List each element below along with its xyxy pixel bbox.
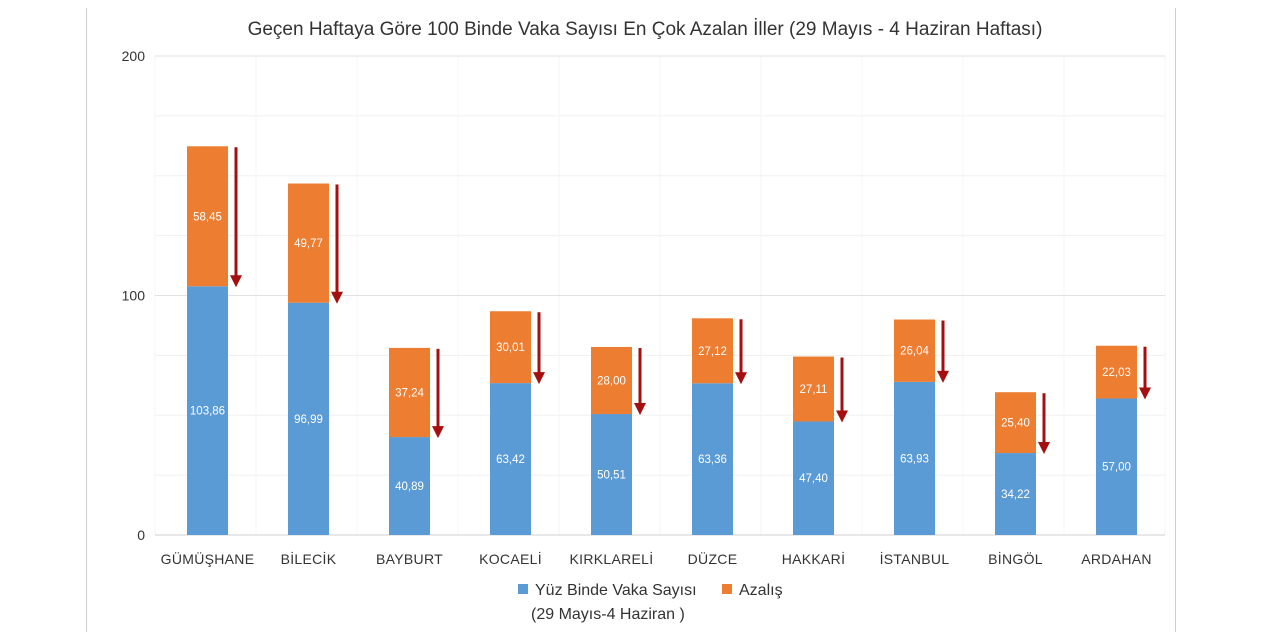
bar-yuz-binde-vaka (288, 302, 329, 535)
data-label-azalis: 58,45 (193, 211, 222, 223)
data-label-azalis: 49,77 (294, 238, 323, 250)
bars: 103,86 58,45 96,99 49,77 40,89 37,24 63,42 30,0… (187, 146, 1151, 535)
data-label-azalis: 27,11 (800, 384, 828, 396)
data-label-azalis: 26,04 (900, 346, 929, 358)
decrease-arrow-head (937, 370, 949, 383)
bar-yuz-binde-vaka (995, 453, 1036, 535)
legend-swatch-vaka (518, 584, 528, 594)
y-tick-label: 200 (122, 48, 146, 64)
data-label-vaka: 96,99 (294, 414, 323, 426)
bar-azalis (793, 356, 834, 422)
decrease-arrow-head (533, 372, 545, 385)
x-tick-label: BİLECİK (281, 550, 337, 567)
x-tick-label: DÜZCE (688, 550, 738, 567)
bar-yuz-binde-vaka (692, 383, 733, 535)
legend-label-azalis: Azalış (739, 582, 783, 599)
data-label-vaka: 47,40 (799, 473, 828, 485)
data-label-azalis: 25,40 (1001, 418, 1030, 430)
y-tick-label: 0 (137, 527, 145, 543)
decrease-arrow-head (836, 410, 848, 423)
data-label-vaka: 50,51 (597, 470, 626, 482)
data-label-azalis: 28,00 (597, 375, 626, 387)
bar-azalis (995, 392, 1036, 454)
bar-yuz-binde-vaka (894, 381, 935, 535)
bar-yuz-binde-vaka (389, 437, 430, 535)
chart-title: Geçen Haftaya Göre 100 Binde Vaka Sayısı… (248, 19, 1043, 40)
frame-border-right (1175, 8, 1176, 632)
x-tick-label: KOCAELİ (479, 550, 542, 567)
data-label-vaka: 63,42 (496, 454, 525, 466)
x-tick-label: ARDAHAN (1081, 551, 1152, 567)
y-axis: 0 100 200 (122, 48, 146, 543)
decrease-arrow-head (735, 372, 747, 385)
data-label-azalis: 37,24 (395, 387, 424, 399)
data-label-vaka: 57,00 (1102, 462, 1131, 474)
data-label-vaka: 63,36 (698, 454, 727, 466)
bar-yuz-binde-vaka (591, 414, 632, 535)
data-label-azalis: 30,01 (496, 342, 525, 354)
x-tick-label: GÜMÜŞHANE (161, 550, 255, 567)
decrease-arrow-head (230, 275, 242, 288)
bar-azalis (288, 183, 329, 303)
bar-azalis (591, 346, 632, 415)
decrease-arrow-head (432, 426, 444, 439)
x-tick-label: BİNGÖL (988, 550, 1043, 567)
decrease-arrow-head (634, 403, 646, 416)
bar-yuz-binde-vaka (490, 383, 531, 535)
bar-azalis (490, 311, 531, 384)
bar-azalis (389, 347, 430, 438)
bar-yuz-binde-vaka (793, 421, 834, 535)
bar-yuz-binde-vaka (1096, 398, 1137, 535)
x-axis: GÜMÜŞHANE BİLECİK BAYBURT KOCAELİ KIRKLARELİ… (161, 550, 1152, 567)
x-tick-label: BAYBURT (376, 551, 443, 567)
data-label-vaka: 34,22 (1001, 489, 1030, 501)
legend-swatch-azalis (722, 584, 732, 594)
bar-azalis (1096, 345, 1137, 399)
x-tick-label: KIRKLARELİ (570, 550, 654, 567)
x-tick-label: İSTANBUL (880, 550, 950, 567)
y-tick-label: 100 (122, 288, 146, 304)
data-label-vaka: 40,89 (395, 481, 424, 493)
legend: Yüz Binde Vaka Sayısı (29 Mayıs-4 Hazira… (518, 582, 783, 623)
bar-yuz-binde-vaka (187, 286, 228, 535)
data-label-azalis: 22,03 (1102, 367, 1131, 379)
data-label-azalis: 27,12 (698, 346, 727, 358)
bar-azalis (894, 319, 935, 382)
decrease-arrow-head (1038, 442, 1050, 455)
decrease-arrow-head (331, 291, 343, 304)
bar-azalis (187, 146, 228, 287)
data-label-vaka: 63,93 (900, 453, 929, 465)
frame-border-left (86, 8, 87, 632)
bar-azalis (692, 318, 733, 384)
gridlines (154, 55, 1166, 536)
decrease-arrow-head (1139, 387, 1151, 400)
legend-label-vaka: Yüz Binde Vaka Sayısı (535, 582, 697, 599)
data-label-vaka: 103,86 (190, 406, 225, 418)
x-tick-label: HAKKARİ (782, 550, 846, 567)
legend-label-vaka-period: (29 Mayıs-4 Haziran ) (531, 606, 685, 623)
